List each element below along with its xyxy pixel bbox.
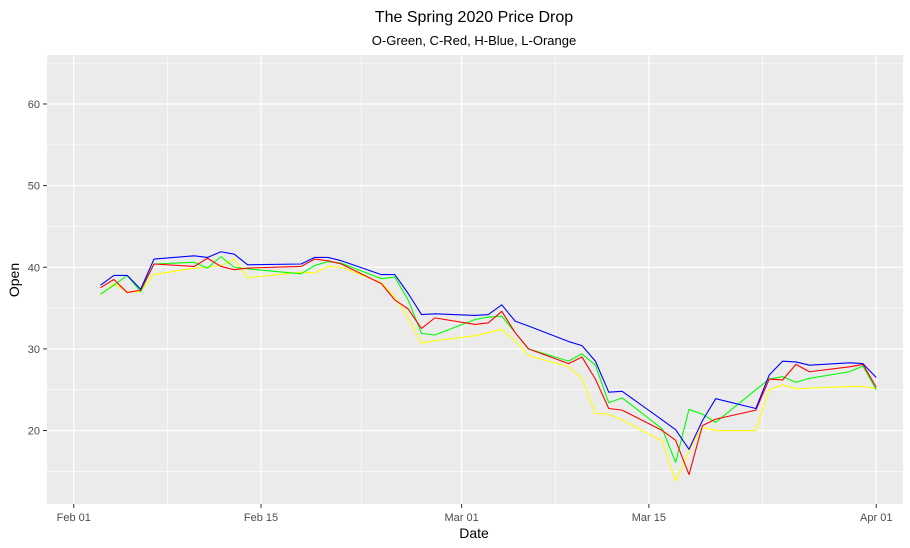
x-tick-label: Feb 01 [57, 512, 91, 524]
chart-subtitle: O-Green, C-Red, H-Blue, L-Orange [372, 33, 576, 48]
x-tick-label: Apr 01 [860, 512, 892, 524]
y-tick-label: 50 [28, 181, 40, 193]
x-tick-label: Mar 15 [632, 512, 666, 524]
grid-minor [47, 55, 903, 504]
y-tick-label: 40 [28, 262, 40, 274]
y-tick-label: 20 [28, 426, 40, 438]
series-line-L [100, 258, 877, 482]
series-layer [100, 251, 877, 482]
x-tick-label: Feb 15 [244, 512, 278, 524]
y-axis: 20 30 40 50 60 [28, 99, 47, 438]
x-tick-label: Mar 01 [445, 512, 479, 524]
series-line-H [100, 251, 877, 450]
series-line-C [100, 257, 877, 476]
x-axis: Feb 01 Feb 15 Mar 01 Mar 15 Apr 01 [57, 504, 892, 524]
grid-major [47, 55, 903, 504]
y-tick-label: 60 [28, 99, 40, 111]
y-tick-label: 30 [28, 344, 40, 356]
chart-title: The Spring 2020 Price Drop [375, 9, 573, 26]
y-axis-title: Open [6, 263, 22, 297]
plot-panel [47, 55, 903, 504]
x-axis-title: Date [459, 525, 489, 541]
